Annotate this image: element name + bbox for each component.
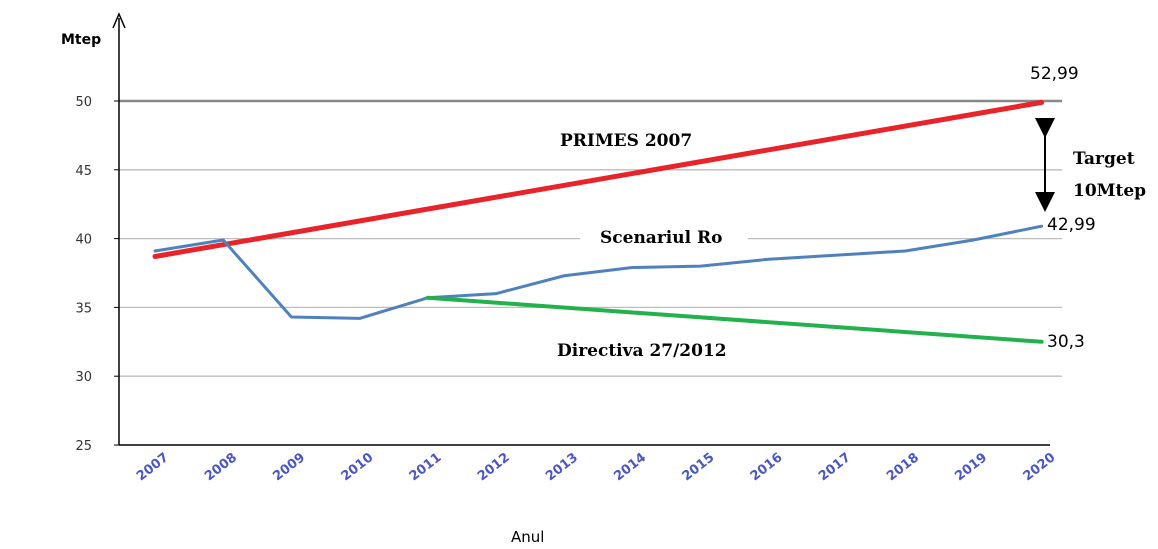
series-lines bbox=[152, 99, 1045, 344]
y-tick-label: 40 bbox=[75, 233, 92, 248]
ro-label-bg bbox=[580, 222, 748, 250]
x-tick-label: 2014 bbox=[611, 450, 649, 484]
ro-series-label: Scenariul Ro bbox=[600, 228, 722, 248]
y-axis-arrow bbox=[112, 12, 126, 29]
ro-end-value: 42,99 bbox=[1047, 215, 1096, 235]
x-tick-label: 2010 bbox=[339, 450, 377, 484]
x-tick-labels: 2007 2008 2009 2010 2011 2012 2013 2014 2015 2016… bbox=[134, 450, 1058, 484]
directiva-end-value: 30,3 bbox=[1047, 332, 1085, 352]
x-tick-label: 2009 bbox=[270, 450, 308, 484]
x-tick-label: 2020 bbox=[1021, 450, 1059, 484]
x-tick-label: 2013 bbox=[543, 450, 581, 484]
series-line-directiva-27-2012 bbox=[425, 295, 1044, 344]
x-tick-label: 2008 bbox=[202, 450, 240, 484]
y-tick-label: 35 bbox=[75, 301, 92, 316]
x-axis-label: Anul bbox=[511, 528, 544, 546]
x-tick-label: 2011 bbox=[407, 450, 445, 484]
x-tick-label: 2017 bbox=[816, 450, 854, 484]
x-tick-label: 2012 bbox=[475, 450, 513, 484]
x-tick-label: 2016 bbox=[748, 450, 786, 484]
primes-label-bg bbox=[558, 125, 718, 153]
y-tick-label: 25 bbox=[75, 439, 92, 454]
y-tick-label: 50 bbox=[75, 95, 92, 110]
target-label-line2: 10Mtep bbox=[1073, 181, 1146, 201]
primes-series-label: PRIMES 2007 bbox=[560, 131, 692, 151]
y-tick-labels: 25 30 35 40 45 50 bbox=[75, 95, 119, 454]
x-tick-label: 2018 bbox=[884, 450, 922, 484]
x-tick-label: 2007 bbox=[134, 450, 172, 484]
series-line-primes-2007 bbox=[152, 99, 1045, 259]
x-tick-label: 2019 bbox=[952, 450, 990, 484]
series-line-scenariul-ro bbox=[153, 224, 1044, 320]
target-label-line1: Target bbox=[1073, 149, 1135, 169]
y-tick-label: 45 bbox=[75, 164, 92, 179]
primes-top-value: 52,99 bbox=[1030, 64, 1079, 84]
directiva-series-label: Directiva 27/2012 bbox=[557, 341, 727, 361]
y-tick-label: 30 bbox=[75, 370, 92, 385]
y-axis-unit: Mtep bbox=[61, 32, 101, 48]
x-tick-label: 2015 bbox=[680, 450, 718, 484]
